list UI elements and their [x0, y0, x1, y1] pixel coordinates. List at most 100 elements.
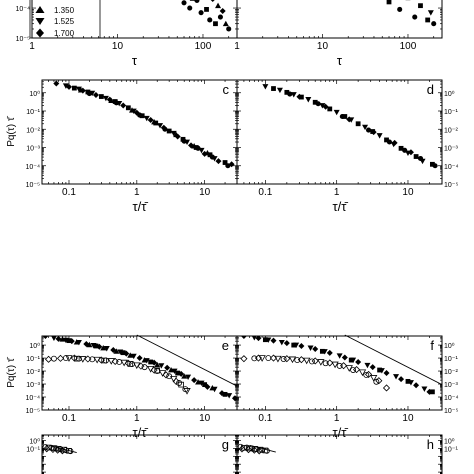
data-point-triangle-down	[376, 133, 383, 139]
data-point-circle	[187, 5, 193, 11]
data-point-diamond-open	[54, 446, 62, 454]
data-point-circle	[225, 163, 231, 169]
data-point-circle	[207, 17, 213, 23]
data-point-diamond-open	[311, 357, 319, 365]
data-point-square-open	[262, 447, 269, 454]
data-point-diamond	[92, 92, 99, 99]
data-point-square	[425, 17, 431, 23]
data-point-diamond	[120, 102, 127, 109]
y-tick-label: 10⁻³	[26, 146, 40, 153]
data-point-diamond-open	[352, 366, 361, 374]
data-point-triangle-up	[168, 367, 175, 373]
panel-frame	[236, 79, 443, 185]
y-tick-label: 10⁻²	[444, 127, 458, 134]
data-point-diamond	[240, 336, 247, 339]
data-point-diamond	[219, 7, 226, 14]
data-point-diamond-open	[283, 355, 291, 363]
x-axis-title: τ/τ̄	[133, 199, 149, 214]
data-point-circle	[217, 14, 223, 20]
data-point-square	[355, 121, 361, 127]
data-point-diamond	[42, 336, 49, 339]
data-point-circle	[162, 126, 168, 132]
panel-letter: d	[427, 82, 434, 97]
data-points	[53, 80, 235, 169]
panel-frame	[236, 335, 443, 411]
data-points	[237, 443, 270, 455]
data-point-circle-open	[373, 378, 380, 385]
data-point-circle	[209, 154, 215, 160]
data-point-circle	[137, 112, 143, 118]
reference-line	[136, 334, 238, 387]
data-points	[386, 0, 437, 27]
panel-frame	[41, 434, 238, 474]
data-points	[181, 0, 232, 32]
y-tick-label: 10⁻²	[26, 369, 40, 376]
data-point-diamond	[322, 103, 329, 110]
panel-b: 1 10 100 τ	[234, 0, 443, 68]
data-point-circle-open	[322, 360, 329, 367]
panel-f: 0.1 1 10 10⁰ 10⁻¹ 10⁻² 10⁻³ 10⁻⁴ 10⁻⁵ τ/τ̄ f	[236, 334, 459, 440]
data-point-diamond	[326, 349, 333, 356]
x-tick-label: 0.1	[62, 187, 76, 198]
data-points	[42, 444, 74, 455]
data-point-triangle-down	[307, 345, 314, 351]
data-point-circle-open	[309, 358, 315, 365]
data-point-square-open	[101, 357, 107, 364]
y-tick-label: 10⁻³	[444, 146, 458, 153]
data-point-triangle-down-open	[65, 355, 73, 362]
data-point-triangle-down	[185, 374, 192, 380]
y-tick-label: 10⁻⁵	[26, 182, 40, 189]
panel-frame	[41, 79, 238, 185]
data-point-circle-open	[182, 386, 189, 393]
data-point-square	[71, 85, 77, 91]
y-tick-label: 10⁻³	[444, 382, 458, 389]
data-point-square	[377, 367, 383, 373]
data-point-diamond	[398, 376, 405, 383]
panel-a: 1 10 100 10⁻⁴ 10⁻⁵ τ	[16, 0, 238, 68]
data-point-circle-open	[141, 364, 148, 371]
data-point-circle	[287, 91, 293, 97]
y-tick-label: 10⁻⁴	[444, 395, 459, 402]
data-point-circle-open	[265, 355, 272, 362]
data-point-square	[262, 337, 268, 343]
data-point-triangle-down-open	[369, 375, 378, 382]
data-point-circle	[417, 155, 424, 162]
data-point-square	[429, 161, 435, 167]
y-tick-label: 10⁻¹	[26, 446, 40, 453]
data-point-triangle-up	[204, 149, 211, 156]
data-point-circle	[339, 113, 345, 120]
x-axis-title: τ/τ̄	[333, 425, 349, 440]
x-tick-label: 1	[334, 187, 340, 198]
data-point-square	[384, 137, 389, 143]
data-point-triangle-up	[222, 20, 229, 27]
data-point-triangle-down-open	[107, 358, 115, 365]
panel-letter: f	[430, 338, 434, 353]
data-point-triangle-up	[181, 373, 188, 379]
legend-marker-diamond	[36, 28, 44, 38]
data-point-square	[139, 113, 145, 119]
y-tick-label: 10⁰	[444, 342, 455, 350]
data-point-diamond	[296, 93, 303, 100]
data-point-diamond-open	[43, 445, 51, 453]
data-point-diamond-open	[238, 445, 246, 453]
data-point-circle	[315, 101, 321, 107]
data-point-square-open	[178, 381, 184, 388]
data-point-triangle-down	[75, 86, 82, 93]
x-tick-label: 10	[199, 413, 211, 424]
data-point-triangle-down	[198, 380, 205, 387]
data-point-diamond	[210, 0, 215, 3]
data-point-triangle-down	[170, 130, 177, 137]
legend-marker-triangle-down	[35, 18, 45, 25]
data-point-square	[291, 342, 297, 348]
data-point-square	[213, 21, 218, 27]
y-tick-label: 10⁰	[29, 342, 40, 350]
data-point-circle-open	[350, 367, 357, 373]
data-point-circle	[386, 139, 393, 145]
data-point-square	[312, 99, 318, 105]
data-point-circle-open	[294, 357, 301, 364]
data-point-diamond	[346, 116, 353, 123]
y-tick-label: 10⁻⁵	[16, 36, 30, 43]
data-point-triangle-down	[276, 87, 283, 94]
